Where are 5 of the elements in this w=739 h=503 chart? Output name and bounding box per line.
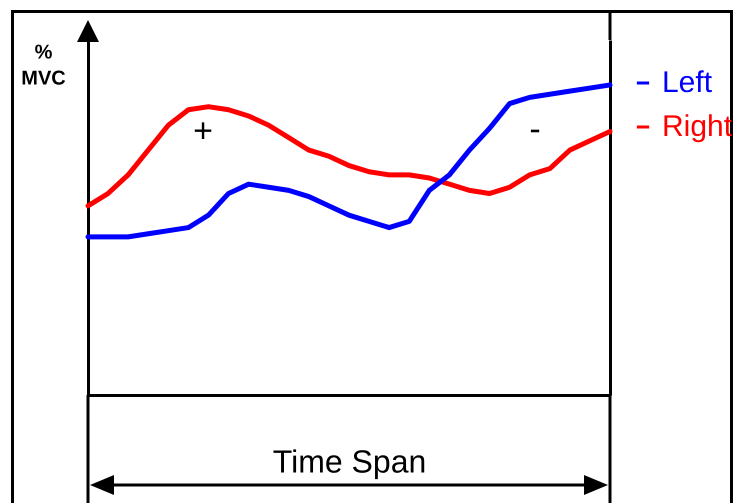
y-axis-title: % MVC bbox=[21, 42, 66, 90]
x-axis-title: Time Span bbox=[272, 444, 426, 480]
annotation: + bbox=[193, 112, 213, 150]
annotation: - bbox=[529, 110, 541, 148]
legend-label: Left bbox=[662, 66, 713, 99]
